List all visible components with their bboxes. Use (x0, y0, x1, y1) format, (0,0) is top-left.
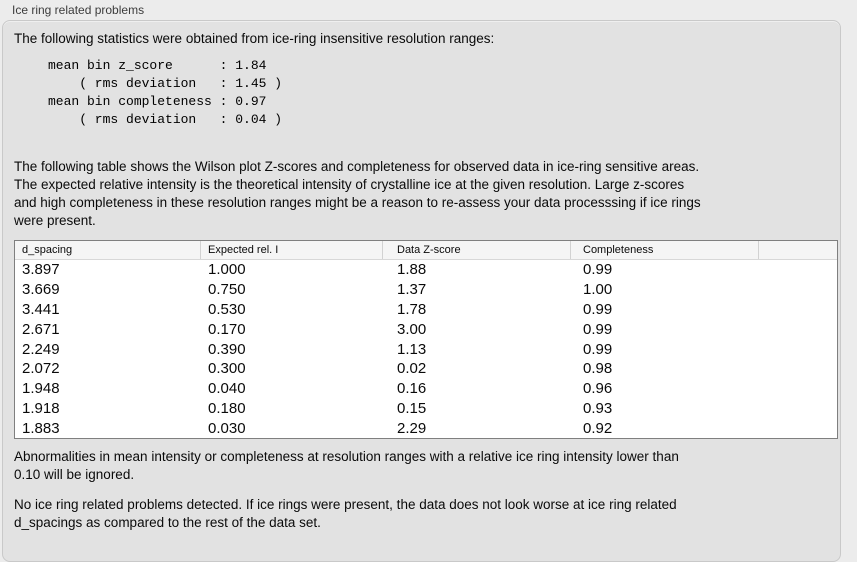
table-row[interactable]: 2.249 0.390 1.13 0.99 (15, 339, 837, 359)
table-cell: 1.00 (583, 281, 613, 299)
table-cell: 0.170 (208, 320, 246, 338)
column-header-data-z-score: Data Z-score (383, 241, 571, 259)
table-cell: 1.13 (397, 340, 427, 358)
table-cell: 1.918 (22, 399, 60, 417)
table-cell: 0.15 (397, 399, 427, 417)
column-header-spacer (759, 241, 837, 259)
table-cell: 3.441 (22, 300, 60, 318)
conclusion-text: No ice ring related problems detected. I… (14, 497, 677, 530)
table-cell: 1.000 (208, 261, 246, 279)
table-cell: 0.750 (208, 281, 246, 299)
table-row[interactable]: 1.883 0.030 2.29 0.92 (15, 418, 837, 438)
table-cell: 0.96 (583, 380, 613, 398)
abnormalities-note-text: Abnormalities in mean intensity or compl… (14, 449, 679, 482)
table-cell: 2.249 (22, 340, 60, 358)
table-cell: 1.78 (397, 300, 427, 318)
table-cell: 0.390 (208, 340, 246, 358)
table-cell: 1.948 (22, 380, 60, 398)
table-cell: 0.02 (397, 360, 427, 378)
table-cell: 3.669 (22, 281, 60, 299)
table-cell: 0.93 (583, 399, 613, 417)
column-header-completeness: Completeness (571, 241, 759, 259)
table-cell: 3.00 (397, 320, 427, 338)
table-cell: 0.99 (583, 300, 613, 318)
table-row[interactable]: 3.441 0.530 1.78 0.99 (15, 299, 837, 320)
ice-ring-panel: { "panel": { "title": "Ice ring related … (2, 3, 841, 562)
table-cell: 1.88 (397, 261, 427, 279)
table-cell: 2.671 (22, 320, 60, 338)
intro-text: The following statistics were obtained f… (14, 31, 495, 46)
panel-title: Ice ring related problems (12, 3, 145, 17)
table-cell: 1.37 (397, 281, 427, 299)
table-cell: 0.300 (208, 360, 246, 378)
table-cell: 0.16 (397, 380, 427, 398)
table-cell: 2.072 (22, 360, 60, 378)
table-description-text: The following table shows the Wilson plo… (14, 159, 701, 228)
statistics-block: mean bin z_score : 1.84 ( rms deviation … (48, 58, 283, 127)
table-cell: 0.99 (583, 340, 613, 358)
table-cell: 0.030 (208, 419, 246, 437)
column-header-expected-rel-i: Expected rel. I (201, 241, 383, 259)
table-cell: 1.883 (22, 419, 60, 437)
table-cell: 0.530 (208, 300, 246, 318)
table-row[interactable]: 3.669 0.750 1.37 1.00 (15, 279, 837, 300)
table-row[interactable]: 1.918 0.180 0.15 0.93 (15, 398, 837, 419)
table-cell: 0.99 (583, 261, 613, 279)
table-cell: 3.897 (22, 261, 60, 279)
table-cell: 2.29 (397, 419, 427, 437)
table-row[interactable]: 3.897 1.000 1.88 0.99 (15, 260, 837, 280)
table-cell: 0.180 (208, 399, 246, 417)
table-cell: 0.98 (583, 360, 613, 378)
table-row[interactable]: 2.072 0.300 0.02 0.98 (15, 358, 837, 379)
ice-ring-table: d_spacing Expected rel. I Data Z-score C… (14, 240, 838, 439)
table-cell: 0.92 (583, 419, 613, 437)
table-row[interactable]: 1.948 0.040 0.16 0.96 (15, 378, 837, 399)
column-header-d-spacing: d_spacing (15, 241, 201, 259)
table-cell: 0.040 (208, 380, 246, 398)
table-body: 3.897 1.000 1.88 0.99 3.669 0.750 1.37 1.00 3.44… (15, 260, 837, 438)
table-cell: 0.99 (583, 320, 613, 338)
table-row[interactable]: 2.671 0.170 3.00 0.99 (15, 319, 837, 340)
table-header-row: d_spacing Expected rel. I Data Z-score C… (15, 241, 837, 260)
